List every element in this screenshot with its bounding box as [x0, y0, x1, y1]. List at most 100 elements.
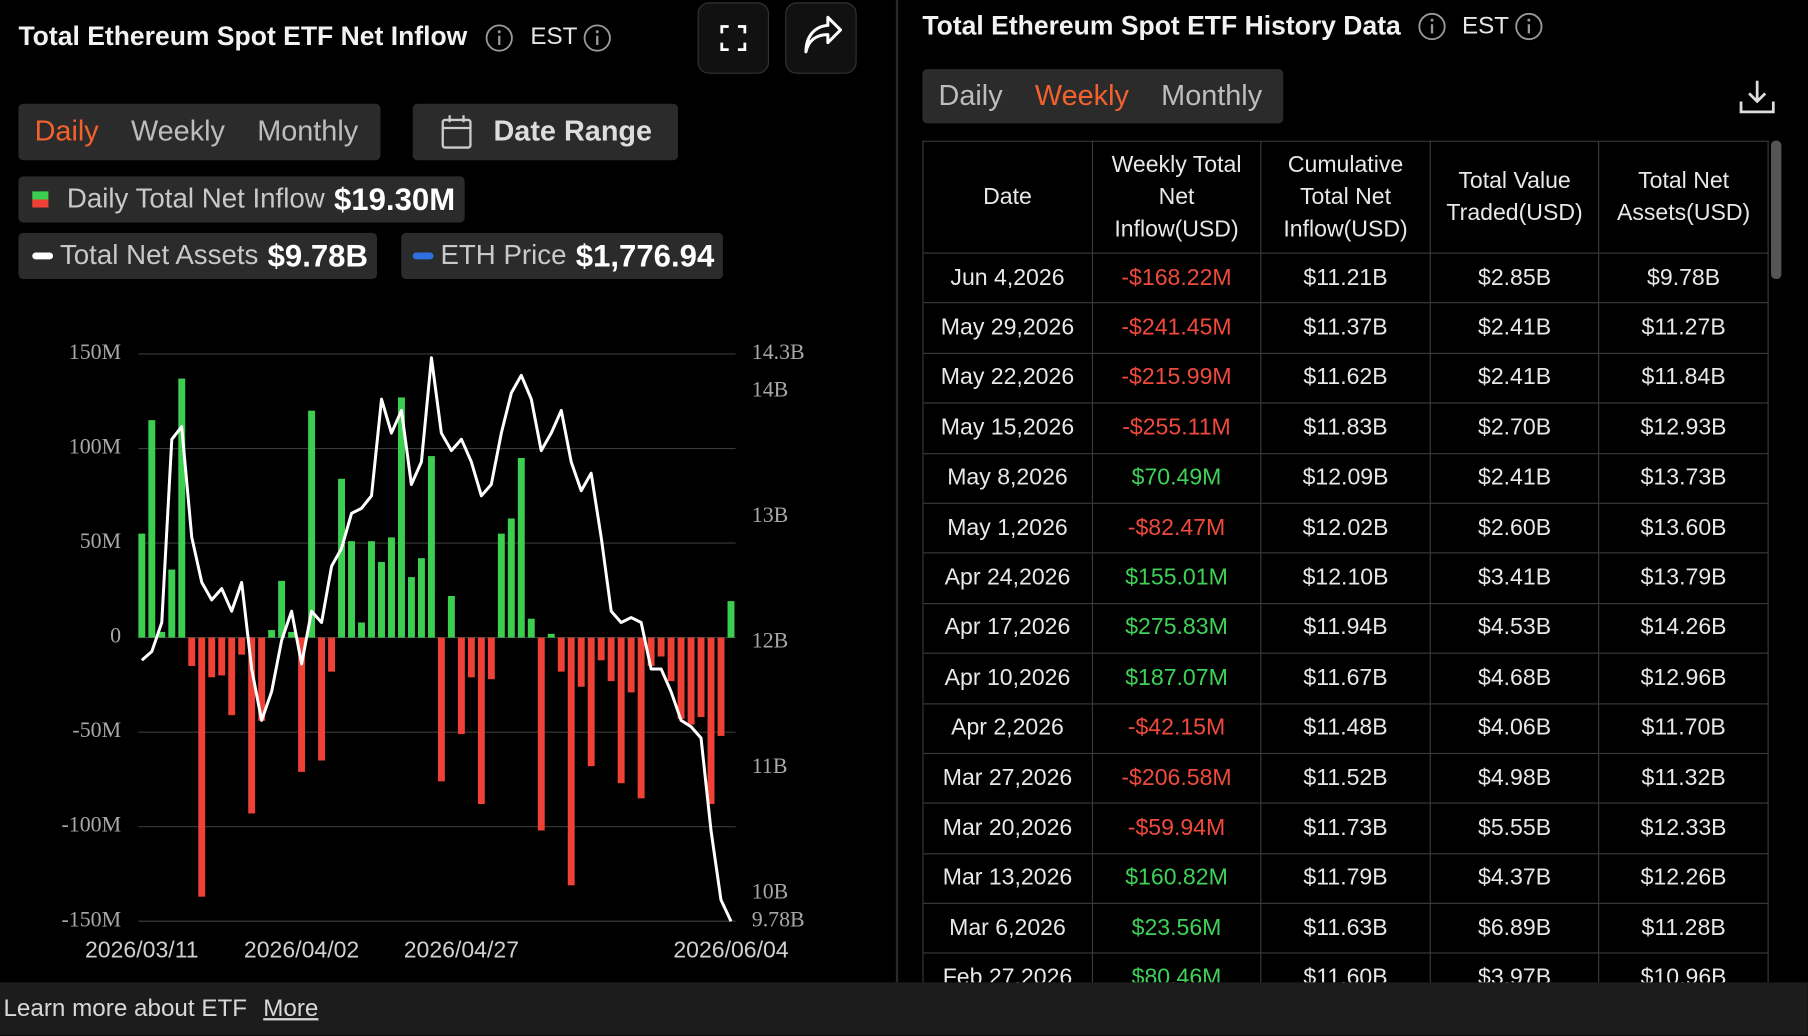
- footer-link[interactable]: More: [263, 995, 319, 1022]
- table-cell: $11.52B: [1260, 752, 1431, 804]
- table-row: Apr 24,2026 $155.01M $12.10B $3.41B $13.79B: [922, 552, 1769, 604]
- bar: [617, 637, 625, 784]
- bar: [427, 456, 435, 638]
- table-cell: $12.09B: [1260, 452, 1431, 504]
- table-cell: $11.79B: [1260, 852, 1431, 905]
- bar: [647, 637, 655, 666]
- table-cell: May 22,2026: [922, 352, 1093, 404]
- bar: [278, 580, 286, 638]
- table-row: Apr 17,2026 $275.83M $11.94B $4.53B $14.26B: [922, 602, 1769, 654]
- table-cell: $12.26B: [1598, 852, 1769, 905]
- period-tabs: Daily Weekly Monthly: [18, 103, 381, 161]
- bar: [308, 410, 316, 638]
- tab[interactable]: Monthly: [257, 115, 359, 148]
- table-cell: May 15,2026: [922, 402, 1093, 454]
- bar: [168, 569, 176, 638]
- bar: [597, 637, 605, 661]
- date-range-button[interactable]: Date Range: [412, 103, 678, 161]
- timezone: EST: [1462, 12, 1510, 40]
- history-table: Date Weekly Total Net Inflow(USD) Cumulati…: [922, 140, 1769, 983]
- panel-title: Total Ethereum Spot ETF History Data: [922, 10, 1401, 41]
- table-cell: $13.73B: [1598, 452, 1769, 504]
- column-header: Cumulative Total Net Inflow(USD): [1260, 140, 1431, 254]
- x-tick-label: 2026/04/02: [244, 936, 359, 962]
- y-tick-label: 100M: [69, 434, 121, 459]
- bar: [577, 637, 585, 687]
- bar: [667, 637, 675, 682]
- period-tabs: Daily Weekly Monthly: [922, 69, 1284, 124]
- table-row: Feb 27,2026 $80.46M $11.60B $3.97B $10.96B: [922, 952, 1769, 983]
- bar: [557, 637, 565, 672]
- x-tick-label: 2026/06/04: [673, 936, 789, 962]
- download-button[interactable]: [1736, 76, 1778, 118]
- bar: [248, 637, 256, 814]
- info-icon[interactable]: [1417, 12, 1447, 42]
- bar: [218, 637, 226, 676]
- table-cell: $9.78B: [1598, 252, 1769, 304]
- footer-text: Learn more about ETF: [3, 995, 248, 1022]
- x-tick-label: 2026/03/11: [85, 936, 199, 962]
- bar: [228, 637, 236, 716]
- bar: [447, 596, 455, 638]
- bar: [657, 637, 665, 657]
- header-row: Date Weekly Total Net Inflow(USD) Cumulati…: [922, 140, 1769, 254]
- tab[interactable]: Weekly: [130, 115, 225, 148]
- table-row: May 8,2026 $70.49M $12.09B $2.41B $13.73B: [922, 452, 1769, 504]
- bar: [467, 637, 475, 678]
- table-cell: -$82.47M: [1091, 502, 1262, 554]
- info-icon[interactable]: [1514, 12, 1544, 42]
- bar: [138, 533, 146, 638]
- table-cell: $5.55B: [1429, 802, 1600, 855]
- bar: [178, 378, 186, 638]
- table-cell: Mar 20,2026: [922, 802, 1093, 855]
- bar: [687, 637, 695, 725]
- bar: [158, 631, 166, 638]
- table-cell: $2.41B: [1429, 452, 1600, 504]
- table-cell: -$215.99M: [1091, 352, 1262, 404]
- column-header: Weekly Total Net Inflow(USD): [1091, 140, 1262, 254]
- table-cell: $11.27B: [1598, 302, 1769, 354]
- bar: [527, 618, 535, 638]
- table-cell: $160.82M: [1091, 852, 1262, 905]
- legend-value: $19.30M: [333, 181, 456, 217]
- table-cell: Jun 4,2026: [922, 252, 1093, 304]
- info-icon[interactable]: [582, 23, 612, 53]
- share-button[interactable]: [785, 2, 857, 74]
- table-cell: $12.93B: [1598, 402, 1769, 454]
- table-row: May 1,2026 -$82.47M $12.02B $2.60B $13.60B: [922, 502, 1769, 554]
- table-row: May 15,2026 -$255.11M $11.83B $2.70B $12.93B: [922, 402, 1769, 454]
- y-tick-label: 0: [110, 623, 121, 648]
- table-row: Apr 10,2026 $187.07M $11.67B $4.68B $12.96B: [922, 652, 1769, 704]
- tab[interactable]: Daily: [938, 79, 1003, 112]
- tab[interactable]: Monthly: [1161, 79, 1263, 112]
- info-icon[interactable]: [484, 23, 514, 53]
- table-cell: $2.85B: [1429, 252, 1600, 304]
- table-cell: May 29,2026: [922, 302, 1093, 354]
- scrollbar[interactable]: [1771, 140, 1782, 280]
- bar: [477, 637, 485, 805]
- fullscreen-button[interactable]: [697, 2, 770, 74]
- line: [140, 356, 733, 922]
- table-cell: Feb 27,2026: [922, 952, 1093, 983]
- bar: [378, 561, 385, 638]
- bar: [238, 637, 246, 655]
- table-cell: $2.60B: [1429, 502, 1600, 554]
- bar: [318, 637, 326, 761]
- tab[interactable]: Daily: [34, 115, 99, 148]
- column-header: Total Net Assets(USD): [1598, 140, 1769, 254]
- bar: [437, 637, 445, 782]
- tab[interactable]: Weekly: [1034, 79, 1129, 112]
- table-cell: -$42.15M: [1091, 702, 1262, 754]
- legend-name: ETH Price: [440, 239, 567, 271]
- table-cell: $4.37B: [1429, 852, 1600, 905]
- y-tick-label: -150M: [61, 906, 121, 931]
- table-cell: Mar 6,2026: [922, 902, 1093, 955]
- divider: [895, 0, 899, 983]
- table-cell: $13.79B: [1598, 552, 1769, 604]
- y2-tick-label: 10B: [752, 879, 789, 904]
- table-cell: $11.28B: [1598, 902, 1769, 955]
- column-header: Total Value Traded(USD): [1429, 140, 1600, 254]
- bar: [537, 637, 545, 831]
